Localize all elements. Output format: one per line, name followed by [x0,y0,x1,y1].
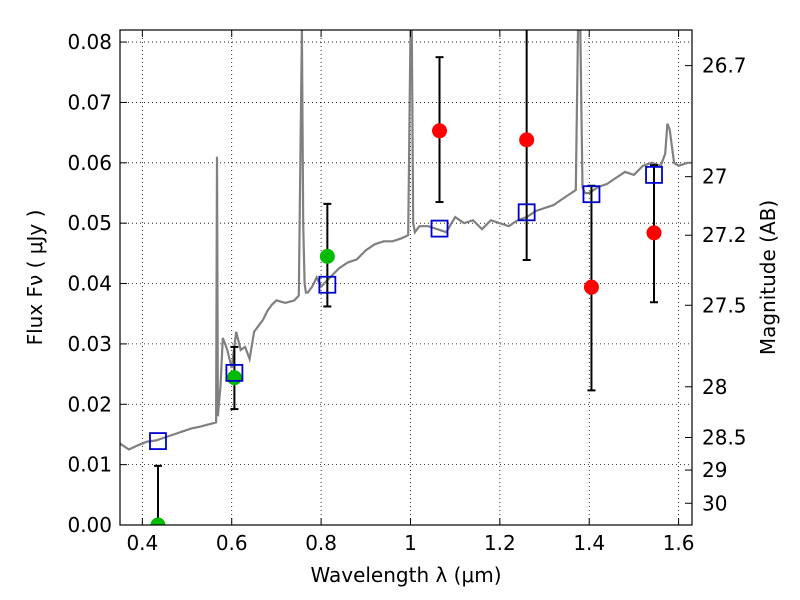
model-photometry-square [517,203,536,222]
y-tick-label: 0.04 [67,272,112,296]
x-tick-label: 1.2 [484,531,516,555]
model-photometry-square [318,275,337,294]
red-data-point [432,123,448,139]
y-tick-label: 0.00 [67,513,112,537]
grid-lines [120,30,692,525]
x-tick-label: 0.4 [126,531,158,555]
model-photometry-square [225,363,244,382]
green-data-point [319,248,335,264]
model-photometry-square [430,219,449,238]
x-tick-label: 1.4 [573,531,605,555]
green-data-point [226,370,242,386]
y-tick-label: 0.06 [67,151,112,175]
y2-tick-label: 28.5 [702,425,747,449]
y2-tick-label: 27 [702,165,727,189]
x-tick-label: 0.6 [216,531,248,555]
axes: 0.4 0.6 0.8 1 1.2 1.4 1.6 0.00 0.01 0.02 0.03 0.04 0… [67,30,747,555]
y2-axis-label: Magnitude (AB) [756,200,780,355]
y2-tick-label: 30 [702,491,727,515]
red-data-point [646,225,662,241]
y-tick-label: 0.03 [67,332,112,356]
y2-tick-label: 28 [702,375,727,399]
model-photometry-square [149,432,167,450]
y-tick-label: 0.07 [67,90,112,114]
red-data-point [583,279,599,295]
green-data-point [150,517,166,525]
model-photometry-square [582,185,601,204]
plot-frame [119,29,693,526]
model-spectrum-line [120,30,692,451]
x-tick-label: 1.6 [663,531,695,555]
y2-tick-label: 29 [702,458,727,482]
y-axis-label: Flux Fν ( μJy ) [23,210,47,346]
y2-tick-label: 27.2 [702,223,747,247]
y-tick-label: 0.01 [67,453,112,477]
y2-tick-label: 27.5 [702,293,747,317]
x-tick-label: 0.8 [305,531,337,555]
y-tick-label: 0.05 [67,211,112,235]
y2-tick-label: 26.7 [702,54,747,78]
x-axis-label: Wavelength λ (μm) [310,563,501,587]
data-markers [149,30,663,525]
red-data-point [519,132,535,148]
model-photometry-square [645,165,663,184]
y-tick-label: 0.08 [67,30,112,54]
y-tick-label: 0.02 [67,392,112,416]
x-tick-label: 1 [404,531,417,555]
